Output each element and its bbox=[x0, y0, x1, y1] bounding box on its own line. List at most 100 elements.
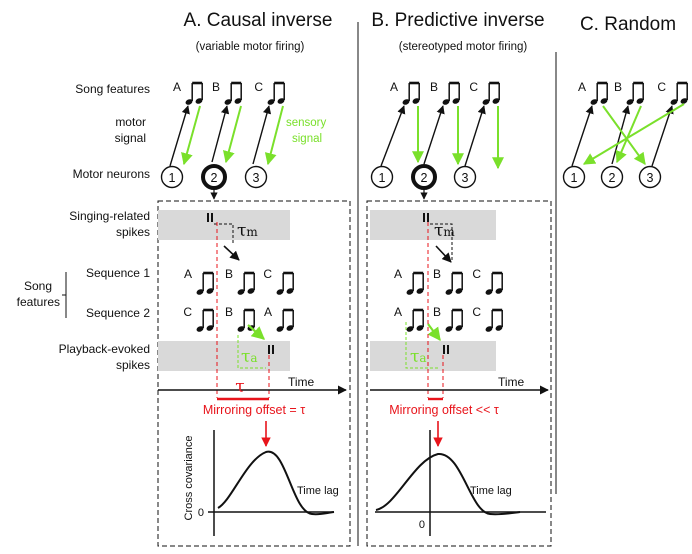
note-label-c-c: C bbox=[657, 80, 666, 94]
motor-arrow-2-c bbox=[611, 105, 631, 165]
singing-spikes-band-b bbox=[370, 210, 496, 240]
sensory-to-spike-arrow-b bbox=[427, 323, 441, 342]
neuron-1 bbox=[160, 165, 184, 189]
tau-m-label-b: τm bbox=[434, 221, 455, 241]
note-c bbox=[265, 81, 287, 108]
note-c-c bbox=[668, 81, 690, 108]
note-label-b-b: B bbox=[430, 80, 438, 94]
motor-arrow-1-c bbox=[571, 105, 594, 167]
note-b-c bbox=[624, 81, 646, 108]
seq2-note-3-b bbox=[483, 308, 505, 335]
seq2-note-1 bbox=[194, 308, 216, 335]
label-singing-spikes-2: spikes bbox=[116, 225, 150, 239]
playback-spikes-band-b bbox=[370, 341, 496, 371]
seq1-label-3: C bbox=[263, 267, 272, 281]
note-a bbox=[183, 81, 205, 108]
seq2-label-3-b: C bbox=[472, 305, 481, 319]
time-lag-label-a: Time lag bbox=[297, 485, 339, 497]
playback-spikes-band bbox=[158, 341, 290, 371]
neuron-2-label: 2 bbox=[211, 171, 218, 185]
motor-to-b-arrow bbox=[223, 245, 240, 261]
panel-a-network: A B C 1 2 3 bbox=[160, 80, 287, 200]
sensory-arrow-2 bbox=[222, 105, 242, 164]
panel-c-network: A B C 1 2 3 bbox=[562, 80, 690, 189]
neuron-2-label-c: 2 bbox=[609, 171, 616, 185]
note-label-c-b: C bbox=[469, 80, 478, 94]
panel-a-detail: τm A B C C B A τa Time τ Mirroring offse… bbox=[158, 210, 347, 536]
label-sequence-1: Sequence 1 bbox=[86, 266, 150, 280]
zero-label-b: 0 bbox=[419, 519, 425, 531]
seq1-label-3-b: C bbox=[472, 267, 481, 281]
note-label-a: A bbox=[173, 80, 181, 94]
singing-spikes-band bbox=[158, 210, 290, 240]
mirroring-offset-a: Mirroring offset = τ bbox=[203, 403, 305, 417]
note-label-a-c: A bbox=[578, 80, 586, 94]
seq2-label-2: B bbox=[225, 305, 233, 319]
label-singing-spikes-1: Singing-related bbox=[69, 209, 150, 223]
sensory-to-spike-arrow bbox=[247, 324, 265, 340]
tau-label-a: τ bbox=[235, 377, 244, 397]
seq1-note-2 bbox=[235, 271, 257, 298]
neuron-3-label-b: 3 bbox=[462, 171, 469, 185]
tau-m-bracket-b bbox=[430, 223, 453, 262]
sensory-arrow-2-c bbox=[615, 105, 642, 164]
seq1-note-1 bbox=[194, 271, 216, 298]
panel-b-detail-box bbox=[366, 200, 552, 547]
neuron-2-c bbox=[600, 165, 624, 189]
label-motor-neurons: Motor neurons bbox=[73, 167, 150, 181]
seq1-note-2-b bbox=[443, 271, 465, 298]
note-label-c: C bbox=[254, 80, 263, 94]
seq2-label-3: A bbox=[264, 305, 272, 319]
sensory-arrow-1-c bbox=[602, 105, 646, 165]
motor-arrow-2 bbox=[211, 105, 230, 163]
motor-arrow-3 bbox=[252, 105, 272, 165]
seq2-note-2-b bbox=[443, 308, 465, 335]
note-b-b bbox=[440, 81, 462, 108]
motor-arrow-1-b bbox=[380, 105, 406, 167]
label-sequence-2: Sequence 2 bbox=[86, 306, 150, 320]
seq2-label-2-b: B bbox=[433, 305, 441, 319]
motor-arrow-1 bbox=[169, 105, 190, 167]
panel-b-title: B. Predictive inverse bbox=[371, 10, 544, 31]
tau-a-bracket-b bbox=[405, 322, 440, 369]
neuron-3-label-c: 3 bbox=[647, 171, 654, 185]
tau-a-bracket bbox=[237, 335, 266, 369]
neuron-3-b bbox=[453, 165, 477, 189]
seq1-note-3 bbox=[274, 271, 296, 298]
cc-curve-a bbox=[217, 450, 335, 516]
motor-signal-label-1: motor bbox=[115, 115, 146, 129]
note-a-b bbox=[400, 81, 422, 108]
motor-arrow-3-c bbox=[651, 105, 674, 167]
time-label-a: Time bbox=[288, 375, 315, 389]
seq2-note-1-b bbox=[404, 308, 426, 335]
motor-arrow-2-b bbox=[423, 105, 445, 165]
neuron-2-highlight bbox=[201, 164, 227, 190]
seq1-label-2-b: B bbox=[433, 267, 441, 281]
time-lag-label-b: Time lag bbox=[470, 485, 512, 497]
neuron-1-label-b: 1 bbox=[379, 171, 386, 185]
sensory-arrow-1 bbox=[181, 105, 201, 166]
sensory-arrow-3 bbox=[264, 105, 284, 166]
seq1-note-1-b bbox=[404, 271, 426, 298]
panel-a-title: A. Causal inverse bbox=[184, 10, 333, 31]
tau-m-bracket bbox=[214, 223, 234, 244]
note-c-b bbox=[480, 81, 502, 108]
neuron-3-label: 3 bbox=[253, 171, 260, 185]
time-label-b: Time bbox=[498, 375, 525, 389]
seq2-note-3 bbox=[274, 308, 296, 335]
seq1-label-2: B bbox=[225, 267, 233, 281]
seq1-note-3-b bbox=[483, 271, 505, 298]
neuron-3-c bbox=[638, 165, 662, 189]
label-song-features: Song features bbox=[75, 82, 150, 96]
motor-signal-label-2: signal bbox=[115, 131, 146, 145]
panel-a-subtitle: (variable motor firing) bbox=[196, 41, 305, 53]
sensory-arrow-3-c bbox=[582, 103, 685, 165]
cross-cov-label-a: Cross covariance bbox=[183, 436, 195, 521]
label-features: features bbox=[17, 295, 60, 309]
panel-a-detail-box bbox=[157, 200, 351, 547]
label-playback-2: spikes bbox=[116, 358, 150, 372]
panel-b-subtitle: (stereotyped motor firing) bbox=[399, 41, 528, 53]
sensory-signal-label-1: sensory bbox=[286, 117, 327, 129]
label-song: Song bbox=[24, 279, 52, 293]
